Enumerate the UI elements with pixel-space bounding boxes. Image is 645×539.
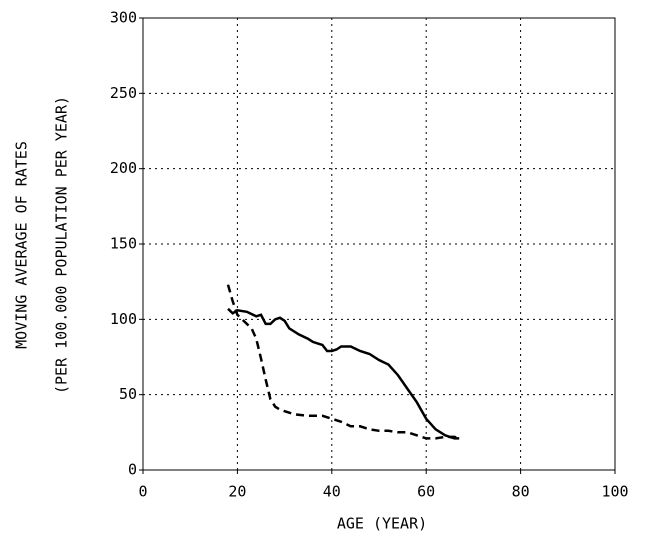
y-axis-label: MOVING AVERAGE OF RATES <box>13 141 31 349</box>
data-line <box>226 284 460 440</box>
y-tick-label: 50 <box>119 385 137 403</box>
y-tick-label: 250 <box>110 84 137 102</box>
x-tick-label: 60 <box>417 483 435 501</box>
y-tick-label: 300 <box>110 9 137 27</box>
y-tick-label: 0 <box>128 461 137 479</box>
x-axis-label: AGE (YEAR) <box>337 515 427 533</box>
y-tick-label: 200 <box>110 159 137 177</box>
x-tick-label: 0 <box>138 483 147 501</box>
y-tick-label: 150 <box>110 235 137 253</box>
data-line <box>227 307 460 440</box>
x-tick-label: 20 <box>228 483 246 501</box>
x-tick-label: 100 <box>601 483 628 501</box>
x-tick-label: 40 <box>323 483 341 501</box>
x-tick-label: 80 <box>512 483 530 501</box>
y-tick-label: 100 <box>110 310 137 328</box>
y-axis-label: (PER 100.000 POPULATION PER YEAR) <box>53 96 71 394</box>
